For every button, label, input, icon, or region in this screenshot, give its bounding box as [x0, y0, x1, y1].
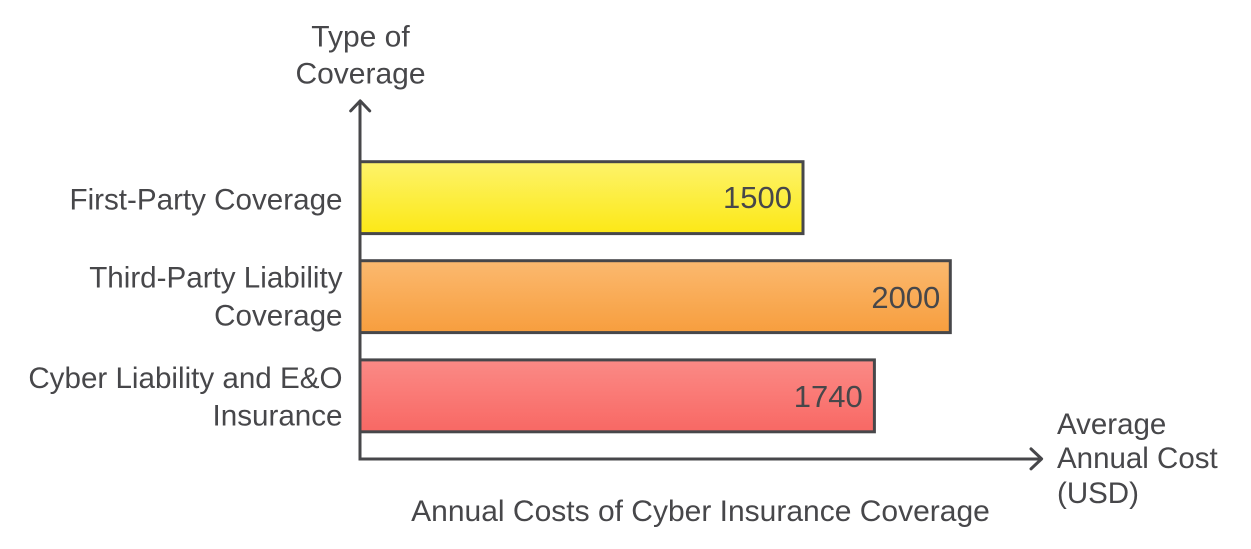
svg-text:1740: 1740	[794, 379, 863, 414]
svg-text:First-Party Coverage: First-Party Coverage	[70, 183, 343, 216]
svg-text:(USD): (USD)	[1057, 477, 1139, 510]
svg-text:Average: Average	[1057, 408, 1166, 441]
svg-text:Type of: Type of	[311, 20, 410, 53]
svg-text:Cyber Liability and E&O: Cyber Liability and E&O	[28, 362, 342, 395]
svg-text:Coverage: Coverage	[214, 300, 342, 333]
svg-text:Annual Costs of Cyber Insuranc: Annual Costs of Cyber Insurance Coverage	[411, 495, 990, 528]
svg-text:2000: 2000	[871, 280, 940, 315]
svg-text:1500: 1500	[723, 180, 792, 215]
svg-text:Annual Cost: Annual Cost	[1057, 442, 1218, 475]
svg-text:Third-Party Liability: Third-Party Liability	[89, 262, 342, 295]
svg-text:Insurance: Insurance	[213, 400, 343, 433]
svg-text:Coverage: Coverage	[295, 58, 425, 91]
